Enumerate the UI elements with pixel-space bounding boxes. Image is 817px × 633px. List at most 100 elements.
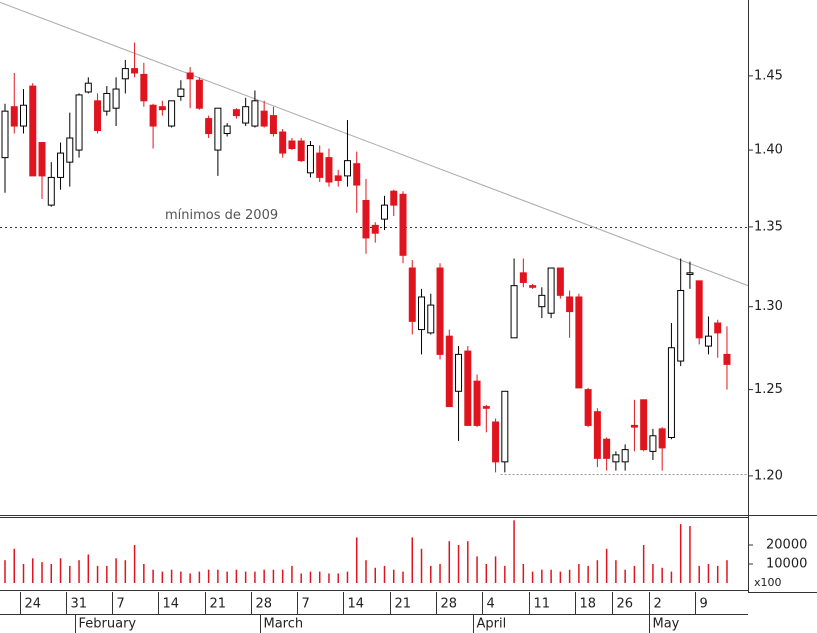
candle-body (566, 296, 574, 313)
x-tick-label: 14 (348, 597, 365, 612)
candle-body (399, 193, 407, 256)
x-tick-label: 14 (163, 597, 180, 612)
month-label: February (79, 617, 137, 632)
candle-body (408, 267, 416, 322)
y-tick-label: 1.45 (754, 68, 783, 83)
candle-body (94, 100, 102, 132)
candle-body (112, 88, 120, 109)
candle-body (677, 290, 685, 362)
candle-body (380, 204, 388, 220)
candle-body (612, 454, 620, 463)
candle-body (353, 163, 361, 186)
candle-body (704, 335, 712, 347)
candle-body (630, 424, 638, 428)
candle-body (519, 272, 527, 283)
candle-body (455, 353, 463, 392)
candle-body (547, 267, 555, 314)
candle-body (140, 73, 148, 102)
candle-body (269, 115, 277, 135)
candle-body (177, 88, 185, 97)
candle-body (38, 142, 46, 177)
y-tick-label: 1.30 (754, 299, 783, 314)
candle-body (223, 125, 231, 135)
candle-body (205, 118, 213, 135)
x-tick-label: 18 (580, 597, 597, 612)
x-tick-label: 31 (71, 597, 88, 612)
candle-body (149, 104, 157, 127)
candle-body (445, 335, 453, 408)
candle-body (436, 267, 444, 355)
candle-body (1, 110, 9, 159)
candle-body (325, 157, 333, 183)
candle-body (529, 285, 537, 288)
candle-body (168, 100, 176, 127)
candle-body (57, 152, 65, 178)
candle-body (121, 68, 129, 80)
candle-body (492, 421, 500, 463)
candle-body (658, 428, 666, 449)
candle-body (621, 449, 629, 463)
x-tick-label: 7 (117, 597, 125, 612)
candle-body (390, 190, 398, 206)
candle-body (538, 294, 546, 308)
candle-body (695, 280, 703, 339)
candle-body (75, 94, 83, 151)
candle-body (131, 68, 139, 74)
trendline (0, 1, 749, 287)
x-tick-label: 28 (441, 597, 458, 612)
candle-body (279, 131, 287, 154)
candle-body (686, 272, 694, 275)
x-tick-label: 26 (617, 597, 634, 612)
volume-unit: x100 (754, 576, 782, 589)
candle-body (371, 224, 379, 234)
candle-body (10, 106, 18, 127)
candle-body (47, 176, 55, 206)
candle-body (260, 110, 268, 127)
candle-body (20, 104, 28, 127)
x-tick-label: 28 (256, 597, 273, 612)
month-label: March (264, 617, 304, 632)
candle-body (158, 106, 166, 111)
candle-body (667, 347, 675, 438)
candle-body (584, 389, 592, 426)
y-tick-label: 1.40 (754, 143, 783, 158)
candle-body (316, 152, 324, 178)
candle-body (556, 267, 564, 296)
candle-body (649, 435, 657, 452)
x-tick-label: 9 (700, 597, 708, 612)
candle-body (510, 285, 518, 339)
candle-body (232, 109, 240, 117)
candle-body (723, 353, 731, 365)
candle-body (103, 92, 111, 112)
candle-body (593, 411, 601, 459)
candle-body (251, 100, 259, 127)
candle-body (343, 160, 351, 177)
candle-body (418, 296, 426, 331)
candle-body (362, 199, 370, 239)
month-label: April (477, 617, 507, 632)
candle-body (214, 107, 222, 151)
candle-body (195, 79, 203, 109)
y-tick-label: 1.20 (754, 468, 783, 483)
candle-body (242, 106, 250, 124)
y-tick-label: 10000 (766, 557, 807, 572)
x-tick-label: 11 (534, 597, 551, 612)
candle-body (427, 304, 435, 334)
x-tick-label: 7 (302, 597, 310, 612)
candle-body (84, 82, 92, 93)
month-label: May (653, 617, 680, 632)
candle-body (640, 399, 648, 451)
y-tick-label: 1.35 (754, 219, 783, 234)
candle-body (186, 72, 194, 80)
candle-body (334, 175, 342, 181)
x-tick-label: 24 (25, 597, 42, 612)
candle-body (306, 145, 314, 174)
candle-body (575, 296, 583, 389)
candle-body (482, 406, 490, 409)
candle-body (603, 438, 611, 459)
x-tick-label: 21 (395, 597, 412, 612)
y-tick-label: 20000 (766, 538, 807, 553)
candle-body (29, 85, 37, 177)
candle-body (714, 322, 722, 334)
